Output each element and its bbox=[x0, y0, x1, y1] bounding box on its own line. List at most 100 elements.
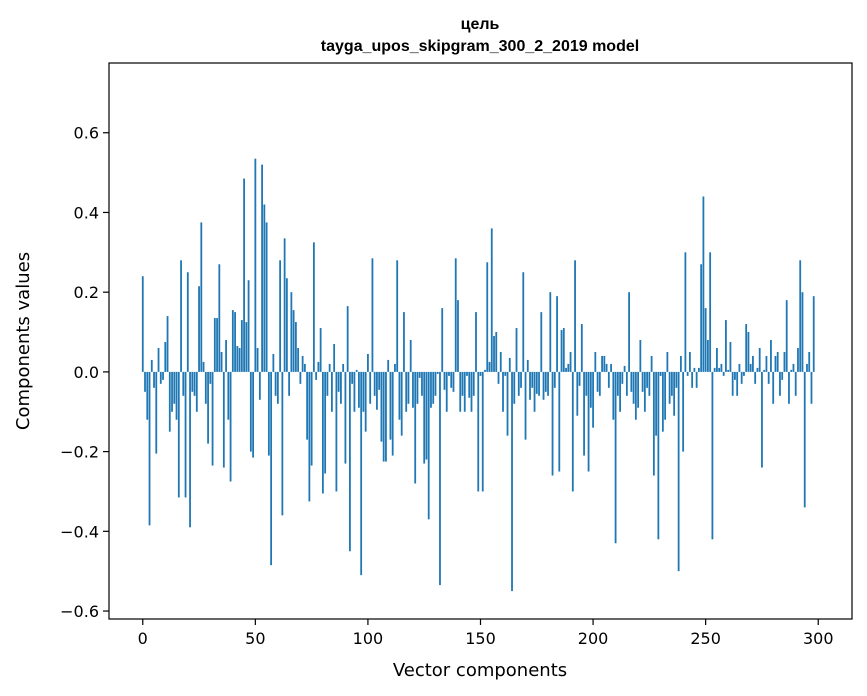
bar bbox=[470, 371, 473, 412]
bar bbox=[146, 371, 149, 420]
bar bbox=[558, 371, 561, 472]
bar bbox=[310, 371, 313, 466]
bar bbox=[488, 361, 491, 372]
y-tick-label: −0.2 bbox=[60, 443, 99, 462]
bar bbox=[454, 258, 457, 372]
bar bbox=[630, 371, 633, 392]
bar bbox=[515, 328, 518, 372]
bar bbox=[621, 371, 624, 384]
bar bbox=[688, 351, 691, 372]
bar bbox=[376, 371, 378, 410]
bar bbox=[661, 371, 664, 432]
bar bbox=[610, 363, 612, 372]
bar bbox=[711, 371, 714, 540]
y-axis-label: Components values bbox=[13, 252, 34, 430]
bar bbox=[790, 369, 793, 372]
bar bbox=[414, 371, 417, 484]
bar bbox=[270, 371, 273, 566]
bar bbox=[340, 371, 342, 404]
bar bbox=[301, 355, 304, 372]
bar bbox=[598, 371, 601, 396]
bar bbox=[495, 332, 498, 372]
bar bbox=[344, 371, 347, 464]
bar bbox=[513, 371, 516, 404]
bar bbox=[236, 345, 239, 372]
bar bbox=[211, 371, 214, 466]
bar bbox=[432, 371, 435, 404]
y-tick-label: −0.6 bbox=[60, 602, 99, 621]
bar bbox=[459, 371, 462, 412]
bar bbox=[592, 371, 594, 428]
bar bbox=[425, 371, 428, 460]
bar bbox=[168, 371, 171, 432]
bar bbox=[596, 371, 599, 392]
bar bbox=[556, 296, 558, 372]
bar bbox=[409, 340, 412, 372]
bar bbox=[511, 371, 513, 592]
bar bbox=[245, 322, 248, 372]
y-tick-label: 0.6 bbox=[74, 124, 99, 143]
bar bbox=[461, 371, 464, 396]
bar bbox=[657, 371, 660, 540]
bars-group bbox=[141, 158, 815, 592]
bar bbox=[173, 371, 176, 404]
bar bbox=[335, 371, 338, 492]
bar bbox=[659, 371, 662, 376]
bar bbox=[213, 318, 216, 372]
bar bbox=[256, 347, 259, 372]
bar bbox=[718, 367, 721, 372]
bar bbox=[243, 178, 245, 372]
bar bbox=[637, 371, 640, 408]
bar bbox=[641, 371, 644, 392]
bar bbox=[153, 371, 155, 388]
bar bbox=[774, 355, 777, 372]
bar bbox=[713, 367, 716, 372]
bar bbox=[290, 292, 293, 372]
bar bbox=[240, 320, 243, 372]
bar bbox=[526, 359, 529, 372]
bar bbox=[321, 371, 324, 494]
bar bbox=[677, 371, 680, 572]
bar bbox=[315, 371, 318, 380]
x-axis-ticks: 0 50 100 150 200 250 300 bbox=[138, 619, 834, 648]
bar bbox=[346, 306, 349, 372]
bar bbox=[603, 355, 606, 372]
bar bbox=[493, 336, 495, 372]
bar bbox=[727, 369, 730, 372]
bar bbox=[186, 272, 189, 372]
bar bbox=[486, 262, 489, 372]
bar bbox=[547, 371, 549, 396]
bar bbox=[754, 371, 757, 384]
bar bbox=[740, 371, 743, 384]
bar bbox=[673, 371, 676, 416]
bar bbox=[668, 371, 671, 404]
bar bbox=[193, 371, 196, 396]
bar bbox=[783, 351, 786, 372]
bar bbox=[238, 347, 241, 372]
bar bbox=[416, 371, 419, 404]
bar bbox=[533, 371, 536, 412]
bar bbox=[378, 371, 381, 390]
chart-title: цель bbox=[461, 16, 500, 33]
bar bbox=[801, 292, 804, 372]
bar bbox=[317, 361, 320, 372]
bar bbox=[648, 371, 651, 396]
bar bbox=[504, 371, 507, 376]
bar bbox=[319, 328, 322, 372]
bar bbox=[180, 260, 182, 372]
bar bbox=[227, 371, 230, 420]
bar bbox=[761, 371, 763, 468]
bar bbox=[407, 371, 410, 404]
bar bbox=[204, 371, 207, 404]
bar bbox=[542, 371, 545, 400]
bar bbox=[405, 371, 408, 412]
bar bbox=[587, 371, 590, 472]
bar bbox=[704, 308, 707, 372]
bar bbox=[506, 371, 509, 436]
bar bbox=[508, 357, 511, 372]
bar bbox=[229, 371, 232, 482]
bar bbox=[551, 371, 554, 476]
bar bbox=[234, 312, 236, 372]
bar bbox=[396, 260, 399, 372]
